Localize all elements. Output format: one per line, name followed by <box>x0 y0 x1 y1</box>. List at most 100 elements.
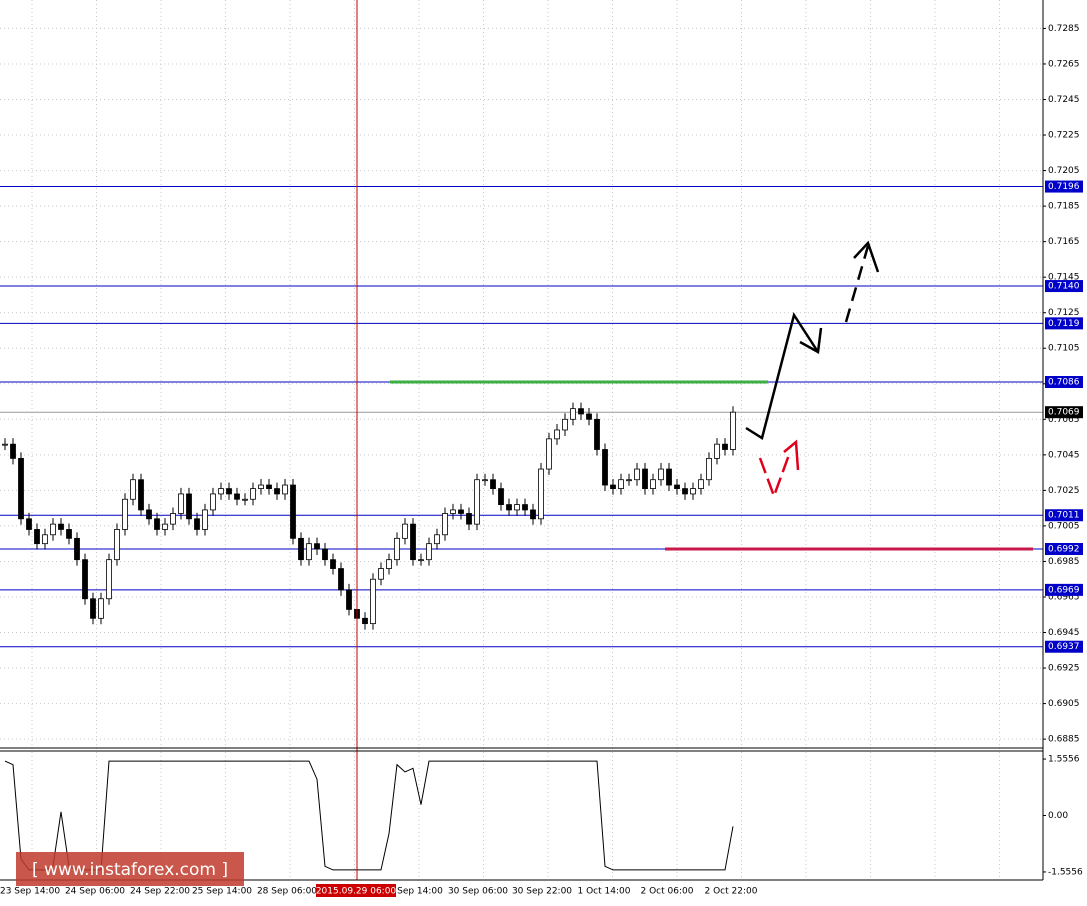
candle-body <box>266 484 272 489</box>
y-tick-label: 0.6965 <box>1048 592 1080 602</box>
candle-body <box>242 498 248 501</box>
candle-body <box>442 513 448 536</box>
x-tick-label: 2 Oct 22:00 <box>705 887 758 897</box>
candle-body <box>554 429 560 440</box>
candle-body <box>522 504 528 511</box>
candle-body <box>506 504 512 511</box>
candle-body <box>538 468 544 520</box>
x-tick-label: 24 Sep 22:00 <box>130 887 190 897</box>
candle-body <box>322 548 328 561</box>
candle-body <box>218 488 224 495</box>
alt-forecast-path <box>758 451 792 500</box>
indicator-tick-label: -1.5556 <box>1048 867 1083 877</box>
indicator-line <box>4 760 734 871</box>
candle-body <box>106 559 112 600</box>
y-tick-label: 0.7205 <box>1048 166 1080 176</box>
current-price-box <box>1045 406 1083 419</box>
x-tick-label: 25 Sep 14:00 <box>192 887 252 897</box>
candle-body <box>122 498 128 530</box>
candle-body <box>338 568 344 591</box>
y-tick-label: 0.7025 <box>1048 486 1080 496</box>
y-tick-label: 0.6925 <box>1048 664 1080 674</box>
candle-body <box>82 559 88 600</box>
candle-body <box>98 598 104 619</box>
candle-body <box>154 518 160 530</box>
candle-body <box>34 529 40 545</box>
arrow-head <box>799 327 823 354</box>
current-price-label: 0.7069 <box>1048 408 1080 418</box>
y-tick-label: 0.6905 <box>1048 699 1080 709</box>
candle-body <box>234 493 240 500</box>
candle-body <box>306 543 312 561</box>
candle-body <box>482 479 488 482</box>
candle-body <box>58 523 64 530</box>
forecast-path <box>745 311 820 440</box>
candle-body <box>426 543 432 561</box>
candle-body <box>402 523 408 539</box>
y-tick-label: 0.7225 <box>1048 131 1080 141</box>
candle-body <box>42 534 48 545</box>
y-tick-label: 0.7105 <box>1048 344 1080 354</box>
candle-body <box>2 443 8 446</box>
watermark: [ www.instaforex.com ] <box>32 860 228 880</box>
candle-body <box>410 523 416 561</box>
candle-body <box>282 484 288 495</box>
level-label-box <box>1045 375 1083 388</box>
candle-body <box>610 484 616 489</box>
axis-layer: 0.7285 0.7265 0.7245 0.7225 0.7205 0.7185 0.71… <box>0 24 1083 897</box>
level-label-box <box>1045 509 1083 522</box>
cursor-label-box <box>316 884 396 897</box>
level-label-box <box>1045 640 1083 653</box>
level-label: 0.7140 <box>1048 282 1080 292</box>
candle-body <box>434 534 440 545</box>
level-label-box <box>1045 583 1083 596</box>
candle-body <box>90 598 96 619</box>
y-tick-label: 0.7065 <box>1048 415 1080 425</box>
level-label-box <box>1045 280 1083 293</box>
candle-body <box>466 513 472 525</box>
candle-body <box>386 559 392 569</box>
candle-body <box>418 559 424 562</box>
candle-body <box>346 589 352 610</box>
x-tick-label: 23 Sep 14:00 <box>0 887 60 897</box>
level-label: 0.7119 <box>1048 319 1080 329</box>
candle-body <box>490 479 496 489</box>
candle-body <box>642 468 648 489</box>
y-tick-label: 0.6945 <box>1048 628 1080 638</box>
candle-body <box>690 488 696 495</box>
y-tick-label: 0.7005 <box>1048 521 1080 531</box>
level-label: 0.7011 <box>1048 511 1080 521</box>
candle-body <box>450 509 456 514</box>
y-tick-label: 0.6985 <box>1048 557 1080 567</box>
x-tick-label: 2 Oct 06:00 <box>641 887 694 897</box>
candle-body <box>626 479 632 482</box>
x-tick-label: 24 Sep 06:00 <box>65 887 125 897</box>
candle-body <box>202 509 208 530</box>
level-label: 0.6992 <box>1048 545 1080 555</box>
level-label: 0.7196 <box>1048 182 1080 192</box>
candle-body <box>370 578 376 625</box>
candle-body <box>314 543 320 550</box>
arrow-head <box>783 439 800 471</box>
candle-body <box>578 408 584 415</box>
level-label-box <box>1045 180 1083 193</box>
candle-body <box>458 509 464 514</box>
candle-body <box>26 518 32 530</box>
candle-body <box>178 493 184 514</box>
candle-body <box>194 518 200 530</box>
candle-body <box>18 457 24 520</box>
candle-body <box>474 479 480 525</box>
candle-body <box>10 443 16 459</box>
x-tick-label: 1 Oct 14:00 <box>578 887 631 897</box>
candle-body <box>258 484 264 489</box>
candle-body <box>186 493 192 520</box>
candle-body <box>498 488 504 505</box>
indicator-tick-label: 0.00 <box>1048 811 1068 821</box>
level-label: 0.7086 <box>1048 377 1080 387</box>
x-tick-label: 30 Sep 06:00 <box>448 887 508 897</box>
candle-body <box>210 493 216 511</box>
candle-body <box>250 488 256 500</box>
